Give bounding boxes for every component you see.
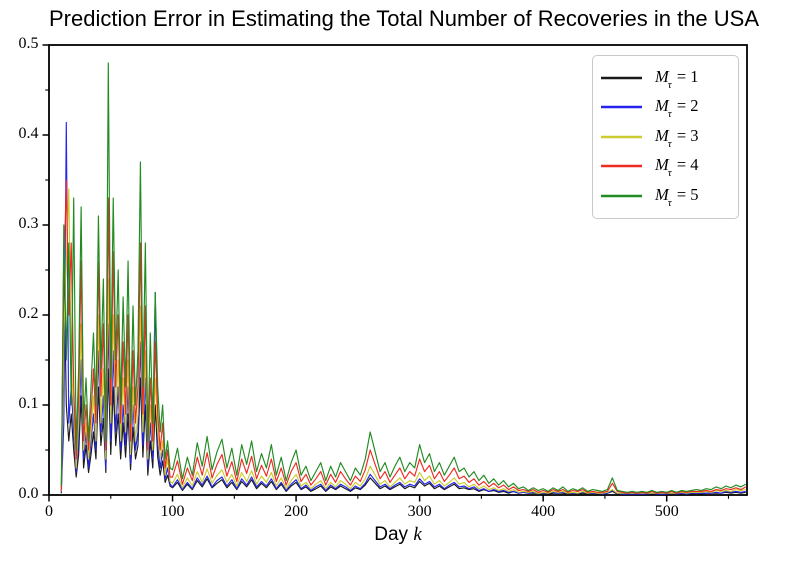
x-axis-label: Day k bbox=[49, 524, 747, 546]
x-axis-label-variable: k bbox=[413, 524, 422, 545]
x-tick-label: 100 bbox=[160, 503, 185, 520]
x-tick-label: 300 bbox=[407, 503, 432, 520]
series-line-M_tau = 5 bbox=[60, 62, 747, 493]
y-tick-label: 0.1 bbox=[18, 395, 39, 412]
legend-label: Mτ = 5 bbox=[655, 184, 699, 209]
y-tick-label: 0.5 bbox=[18, 35, 39, 52]
legend-line-sample bbox=[601, 76, 642, 79]
legend-item: Mτ = 1 bbox=[601, 63, 728, 93]
legend-item: Mτ = 3 bbox=[601, 122, 728, 152]
series-line-M_tau = 4 bbox=[60, 179, 747, 494]
y-tick-label: 0.0 bbox=[18, 485, 39, 502]
y-tick-label: 0.3 bbox=[18, 215, 39, 232]
legend-line-sample bbox=[601, 135, 642, 138]
y-tick-label: 0.4 bbox=[18, 125, 39, 142]
legend-label: Mτ = 4 bbox=[655, 155, 699, 180]
x-tick-label: 400 bbox=[531, 503, 556, 520]
x-tick-label: 0 bbox=[45, 503, 53, 520]
legend-item: Mτ = 2 bbox=[601, 93, 728, 123]
x-axis-label-text: Day bbox=[374, 524, 409, 545]
legend-line-sample bbox=[601, 106, 642, 109]
series-line-M_tau = 3 bbox=[60, 188, 746, 494]
legend-box: Mτ = 1 Mτ = 2 Mτ = 3 Mτ = 4 Mτ = 5 bbox=[592, 55, 739, 219]
x-tick-label: 500 bbox=[654, 503, 679, 520]
legend-item: Mτ = 5 bbox=[601, 181, 728, 211]
legend-line-sample bbox=[601, 194, 642, 197]
x-tick-label: 200 bbox=[284, 503, 309, 520]
legend-item: Mτ = 4 bbox=[601, 152, 728, 182]
chart-title: Prediction Error in Estimating the Total… bbox=[49, 6, 760, 31]
y-tick-label: 0.2 bbox=[18, 305, 39, 322]
legend-label: Mτ = 2 bbox=[655, 96, 699, 121]
legend-label: Mτ = 1 bbox=[655, 66, 699, 91]
legend-line-sample bbox=[601, 165, 642, 168]
legend-label: Mτ = 3 bbox=[655, 125, 699, 150]
series-line-M_tau = 2 bbox=[60, 121, 746, 495]
series-line-M_tau = 1 bbox=[60, 246, 746, 495]
